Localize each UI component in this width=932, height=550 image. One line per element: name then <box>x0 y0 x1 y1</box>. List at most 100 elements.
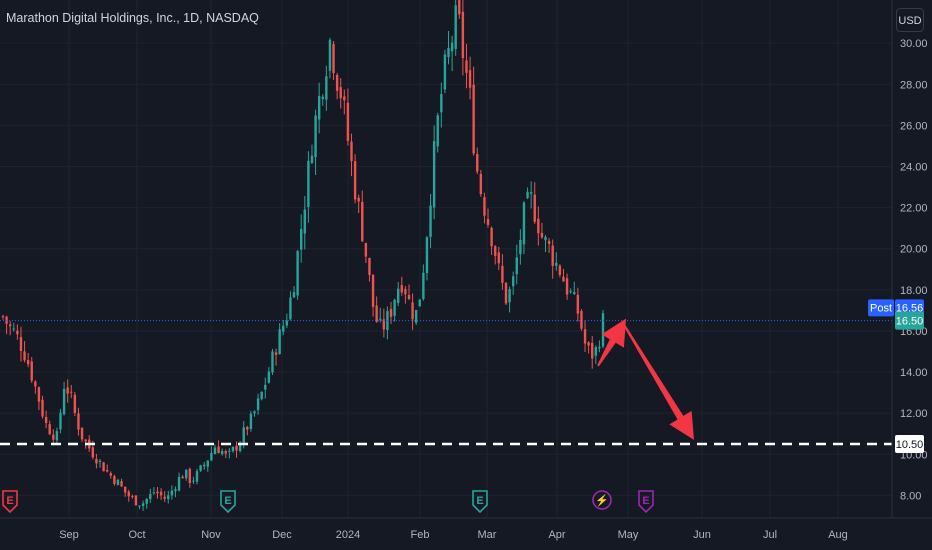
candle-body <box>314 115 317 158</box>
candle-body <box>134 495 138 506</box>
candle-body <box>174 489 177 492</box>
time-tick-label: Sep <box>59 529 79 541</box>
candle-body <box>30 361 33 381</box>
candle-body <box>544 236 547 241</box>
candle-body <box>397 288 400 303</box>
candle-body <box>8 324 12 327</box>
candle-body <box>289 297 292 320</box>
candle-body <box>490 227 493 247</box>
candle-body <box>12 328 15 330</box>
price-tags: Post 16.56 16.50 10.50 <box>868 299 924 453</box>
halving-icon[interactable]: ⚡ <box>592 490 612 510</box>
candle-body <box>282 325 285 332</box>
candle-body <box>181 476 184 479</box>
candle-body <box>565 278 569 295</box>
time-tick-label: Jul <box>763 529 777 541</box>
price-tick-label: 18.00 <box>900 285 928 297</box>
candle-body <box>292 292 296 298</box>
candle-body <box>131 495 134 497</box>
candle-body <box>458 0 461 15</box>
candle-body <box>591 342 594 359</box>
candle-body <box>127 491 130 497</box>
candle-body <box>152 492 156 494</box>
candle-body <box>167 495 170 500</box>
level-price-tag: 10.50 <box>895 435 924 453</box>
post-value: 16.56 <box>896 302 924 314</box>
candle-body <box>357 197 360 202</box>
candle-body <box>371 274 375 307</box>
candle-body <box>450 42 454 52</box>
candle-body <box>443 54 447 90</box>
candle-body <box>163 496 166 499</box>
candle-body <box>170 490 174 496</box>
candle-body <box>325 76 328 100</box>
candle-body <box>235 445 238 451</box>
event-label: E <box>476 495 483 507</box>
candle-body <box>343 96 346 101</box>
candle-body <box>220 451 224 455</box>
candle-body <box>202 464 206 467</box>
price-tick-label: 22.00 <box>900 203 928 215</box>
candle-body <box>508 289 511 303</box>
candle-body <box>228 450 231 452</box>
event-label: ⚡ <box>595 494 609 507</box>
candle-body <box>231 446 235 452</box>
candle-body <box>310 155 314 163</box>
price-tick-label: 30.00 <box>900 38 928 50</box>
candle-body <box>192 480 195 482</box>
currency-button[interactable]: USD <box>896 8 924 32</box>
candle-body <box>353 161 357 200</box>
last-price-tag: 16.50 <box>895 311 924 330</box>
candle-body <box>195 471 199 482</box>
candle-body <box>583 329 587 344</box>
price-tick-label: 14.00 <box>900 367 928 379</box>
candle-body <box>206 460 209 467</box>
time-axis[interactable]: Sep Oct Nov Dec 2024 Feb Mar Apr May Jun Jul Aug <box>0 517 932 541</box>
post-label: Post <box>870 302 892 314</box>
forecast-arrows <box>597 318 694 440</box>
candle-body <box>422 272 425 299</box>
candle-body <box>199 465 202 471</box>
candle-body <box>116 479 120 486</box>
candle-body <box>120 481 123 487</box>
candle-body <box>576 294 580 314</box>
candle-body <box>260 391 263 400</box>
candle-body <box>105 470 109 472</box>
candle-body <box>537 218 540 234</box>
candle-body <box>274 352 278 355</box>
earnings-icon[interactable]: E <box>220 490 236 514</box>
earnings-icon[interactable]: E <box>638 490 654 514</box>
candle-body <box>418 299 421 307</box>
time-tick-label: Dec <box>272 529 292 541</box>
candle-body <box>66 387 69 394</box>
candle-body <box>238 443 242 452</box>
price-tick-label: 20.00 <box>900 244 928 256</box>
candle-body <box>364 242 368 257</box>
candle-body <box>551 245 554 266</box>
candle-body <box>587 342 590 346</box>
candle-body <box>379 318 382 320</box>
earnings-icon[interactable]: E <box>2 490 18 514</box>
grid-lines <box>0 0 892 518</box>
candle-body <box>98 460 102 462</box>
candle-body <box>26 360 30 365</box>
price-tick-label: 28.00 <box>900 79 928 91</box>
earnings-icon[interactable]: E <box>472 490 488 514</box>
price-tick-label: 26.00 <box>900 120 928 132</box>
candle-body <box>339 87 342 99</box>
candle-body <box>213 447 217 455</box>
price-axis-background <box>892 0 932 518</box>
candle-body <box>84 439 87 442</box>
candle-body <box>317 96 321 120</box>
forecast-arrow <box>597 318 626 367</box>
candle-body <box>264 384 267 390</box>
candle-body <box>497 252 501 264</box>
time-tick-label: 2024 <box>336 529 360 541</box>
candle-body <box>594 347 598 356</box>
time-tick-label: Mar <box>478 529 497 541</box>
candle-body <box>246 426 249 430</box>
level-value: 10.50 <box>896 439 924 451</box>
candle-body <box>562 276 565 282</box>
candle-body <box>526 191 529 199</box>
